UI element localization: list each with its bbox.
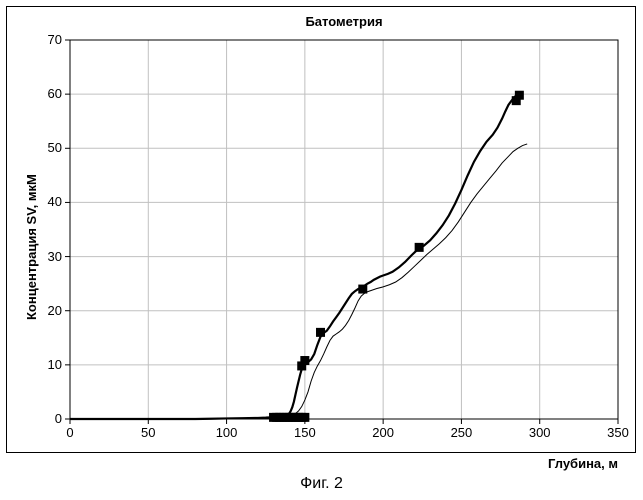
y-tick-label: 10 [30,357,62,372]
x-tick-label: 100 [207,425,247,440]
x-tick-label: 200 [363,425,403,440]
y-tick-label: 60 [30,86,62,101]
x-tick-label: 0 [50,425,90,440]
y-tick-label: 50 [30,140,62,155]
x-tick-label: 50 [128,425,168,440]
y-tick-label: 0 [30,411,62,426]
chart-container: Батометрия Концентрация SV, мкМ Глубина,… [0,0,643,500]
y-tick-label: 20 [30,303,62,318]
y-tick-label: 30 [30,249,62,264]
x-tick-label: 150 [285,425,325,440]
figure-caption: Фиг. 2 [0,475,643,493]
y-tick-label: 40 [30,194,62,209]
y-tick-label: 70 [30,32,62,47]
x-tick-label: 300 [520,425,560,440]
x-tick-label: 350 [598,425,638,440]
x-tick-label: 250 [441,425,481,440]
